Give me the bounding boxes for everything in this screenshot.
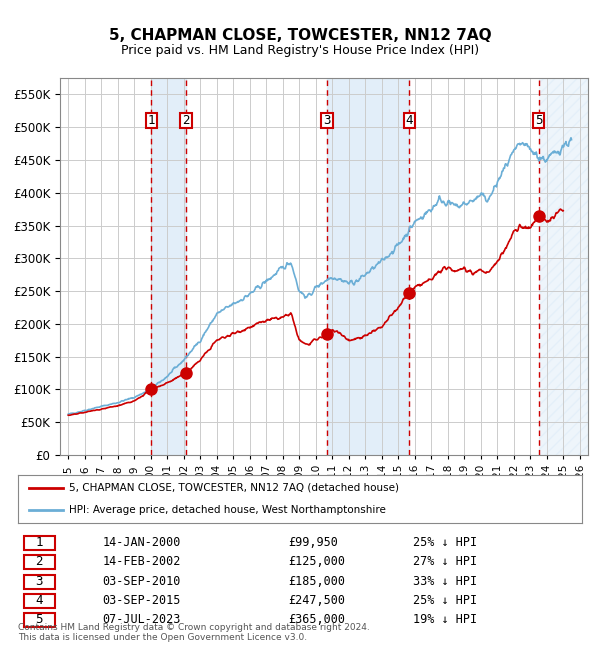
Text: 3: 3: [35, 575, 43, 588]
Text: 1: 1: [148, 114, 155, 127]
FancyBboxPatch shape: [180, 113, 191, 128]
Text: 14-FEB-2002: 14-FEB-2002: [103, 555, 181, 568]
Text: 14-JAN-2000: 14-JAN-2000: [103, 536, 181, 549]
Text: £185,000: £185,000: [289, 575, 346, 588]
Text: 1: 1: [35, 536, 43, 549]
FancyBboxPatch shape: [23, 614, 55, 627]
FancyBboxPatch shape: [23, 556, 55, 569]
Text: 4: 4: [35, 594, 43, 607]
Text: 5: 5: [535, 114, 542, 127]
Text: 2: 2: [182, 114, 190, 127]
Text: 25% ↓ HPI: 25% ↓ HPI: [413, 536, 477, 549]
FancyBboxPatch shape: [23, 594, 55, 608]
FancyBboxPatch shape: [146, 113, 157, 128]
FancyBboxPatch shape: [533, 113, 544, 128]
Text: 5, CHAPMAN CLOSE, TOWCESTER, NN12 7AQ (detached house): 5, CHAPMAN CLOSE, TOWCESTER, NN12 7AQ (d…: [69, 483, 399, 493]
Text: 4: 4: [406, 114, 413, 127]
Text: HPI: Average price, detached house, West Northamptonshire: HPI: Average price, detached house, West…: [69, 505, 386, 515]
Text: 07-JUL-2023: 07-JUL-2023: [103, 614, 181, 627]
Bar: [539, 78, 588, 455]
Text: Contains HM Land Registry data © Crown copyright and database right 2024.
This d: Contains HM Land Registry data © Crown c…: [18, 623, 370, 642]
Text: 3: 3: [323, 114, 331, 127]
FancyBboxPatch shape: [23, 536, 55, 550]
Text: 25% ↓ HPI: 25% ↓ HPI: [413, 594, 477, 607]
FancyBboxPatch shape: [23, 575, 55, 589]
Text: 2: 2: [35, 555, 43, 568]
FancyBboxPatch shape: [321, 113, 332, 128]
FancyBboxPatch shape: [404, 113, 415, 128]
Text: £99,950: £99,950: [289, 536, 338, 549]
Text: £365,000: £365,000: [289, 614, 346, 627]
Text: 5: 5: [35, 614, 43, 627]
Text: £125,000: £125,000: [289, 555, 346, 568]
Text: 19% ↓ HPI: 19% ↓ HPI: [413, 614, 477, 627]
Text: 03-SEP-2010: 03-SEP-2010: [103, 575, 181, 588]
Text: 03-SEP-2015: 03-SEP-2015: [103, 594, 181, 607]
Bar: [151, 78, 186, 455]
Bar: [327, 78, 409, 455]
Text: 33% ↓ HPI: 33% ↓ HPI: [413, 575, 477, 588]
Text: 27% ↓ HPI: 27% ↓ HPI: [413, 555, 477, 568]
Text: £247,500: £247,500: [289, 594, 346, 607]
Text: 5, CHAPMAN CLOSE, TOWCESTER, NN12 7AQ: 5, CHAPMAN CLOSE, TOWCESTER, NN12 7AQ: [109, 28, 491, 44]
Text: Price paid vs. HM Land Registry's House Price Index (HPI): Price paid vs. HM Land Registry's House …: [121, 44, 479, 57]
